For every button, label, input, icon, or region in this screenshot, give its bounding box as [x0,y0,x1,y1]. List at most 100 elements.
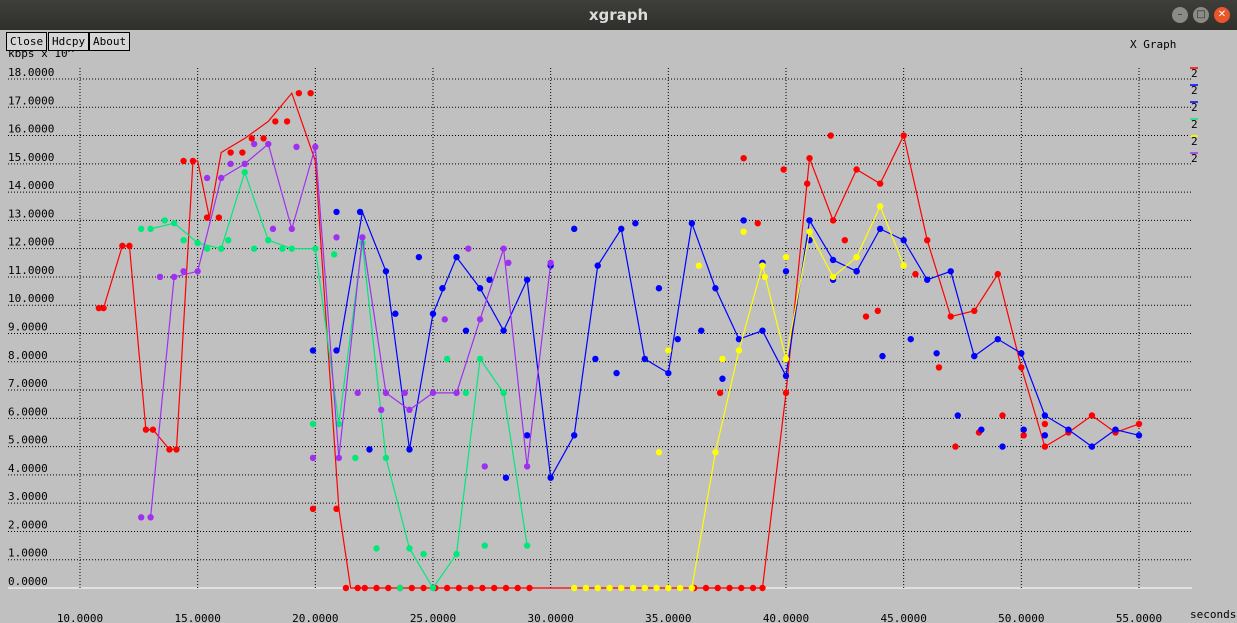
data-point [170,273,178,281]
data-point [373,545,380,552]
data-point [594,262,601,269]
data-point [453,389,460,397]
data-point [782,355,790,363]
data-point [900,236,907,244]
data-point [632,220,639,227]
y-tick-label: 8.0000 [8,349,48,362]
data-point [500,389,507,397]
data-point [241,169,248,176]
maximize-icon[interactable]: □ [1193,7,1209,23]
data-point [147,514,154,521]
data-point [203,214,211,221]
x-tick-label: 10.0000 [57,612,103,623]
data-point [841,236,849,244]
data-point [356,208,364,216]
series-line [98,91,1140,589]
data-point [879,352,886,360]
data-point [782,372,790,380]
data-point [137,514,145,521]
data-point [862,313,870,320]
close-icon[interactable]: ✕ [1214,7,1230,23]
y-tick-label: 11.0000 [8,264,54,277]
data-point [312,143,319,151]
data-point [373,584,380,592]
x-tick-label: 15.0000 [174,612,220,623]
y-tick-label: 13.0000 [8,207,54,220]
data-point [712,285,719,292]
data-point [194,268,201,275]
y-tick-label: 16.0000 [8,123,54,136]
hdcpy-button[interactable]: Hdcpy [48,32,90,51]
data-point [156,273,164,281]
data-point [142,426,150,433]
y-tick-label: 17.0000 [8,94,54,107]
data-point [502,584,510,592]
data-point [613,369,620,377]
data-point [876,180,884,187]
data-point [592,355,599,363]
data-point [900,262,907,269]
data-point [439,285,446,292]
data-point [359,234,366,241]
data-point [714,584,721,592]
y-tick-label: 12.0000 [8,236,54,249]
data-point [265,140,272,148]
data-point [476,316,484,323]
data-point [1041,432,1049,439]
minimize-icon[interactable]: – [1172,7,1188,23]
data-point [95,304,103,312]
data-point [954,412,961,419]
data-point [712,449,719,456]
data-point [606,584,613,592]
data-point [239,149,246,156]
series-line [691,204,905,589]
series-line [150,142,552,518]
x-tick-label: 45.0000 [880,612,926,623]
data-point [1020,432,1027,439]
data-point [740,217,747,224]
data-point [476,355,484,363]
y-tick-label: 18.0000 [8,66,54,79]
data-point [803,180,811,187]
data-point [309,454,317,462]
legend-label: 2 [1191,67,1198,80]
data-point [100,304,107,312]
data-point [629,584,637,592]
data-point [676,584,684,592]
close-button[interactable]: Close [6,32,48,51]
x-tick-label: 55.0000 [1116,612,1162,623]
data-point [853,253,860,261]
data-point [283,118,291,125]
data-point [309,347,317,354]
data-point [218,245,225,252]
data-point [754,220,761,227]
data-point [999,412,1006,419]
data-point [288,245,295,252]
data-point [947,313,954,320]
data-point [429,310,437,317]
y-tick-label: 1.0000 [8,547,48,560]
series-line [338,209,1140,480]
data-point [307,89,314,97]
data-point [250,245,258,252]
data-point [547,259,554,267]
data-point [618,225,625,233]
data-point [241,160,248,168]
data-point [1088,443,1096,450]
data-point [481,542,488,549]
data-point [352,454,359,462]
data-point [571,225,578,233]
data-point [455,584,463,592]
data-point [260,135,267,142]
data-point [716,389,724,397]
data-point [1112,426,1119,433]
data-point [688,584,696,592]
data-point [180,236,187,244]
data-point [971,352,978,360]
data-point [900,132,907,139]
data-point [279,245,286,252]
legend-label: 2 [1191,101,1198,114]
data-point [947,268,954,275]
data-point [1135,432,1143,439]
about-button[interactable]: About [89,32,131,51]
